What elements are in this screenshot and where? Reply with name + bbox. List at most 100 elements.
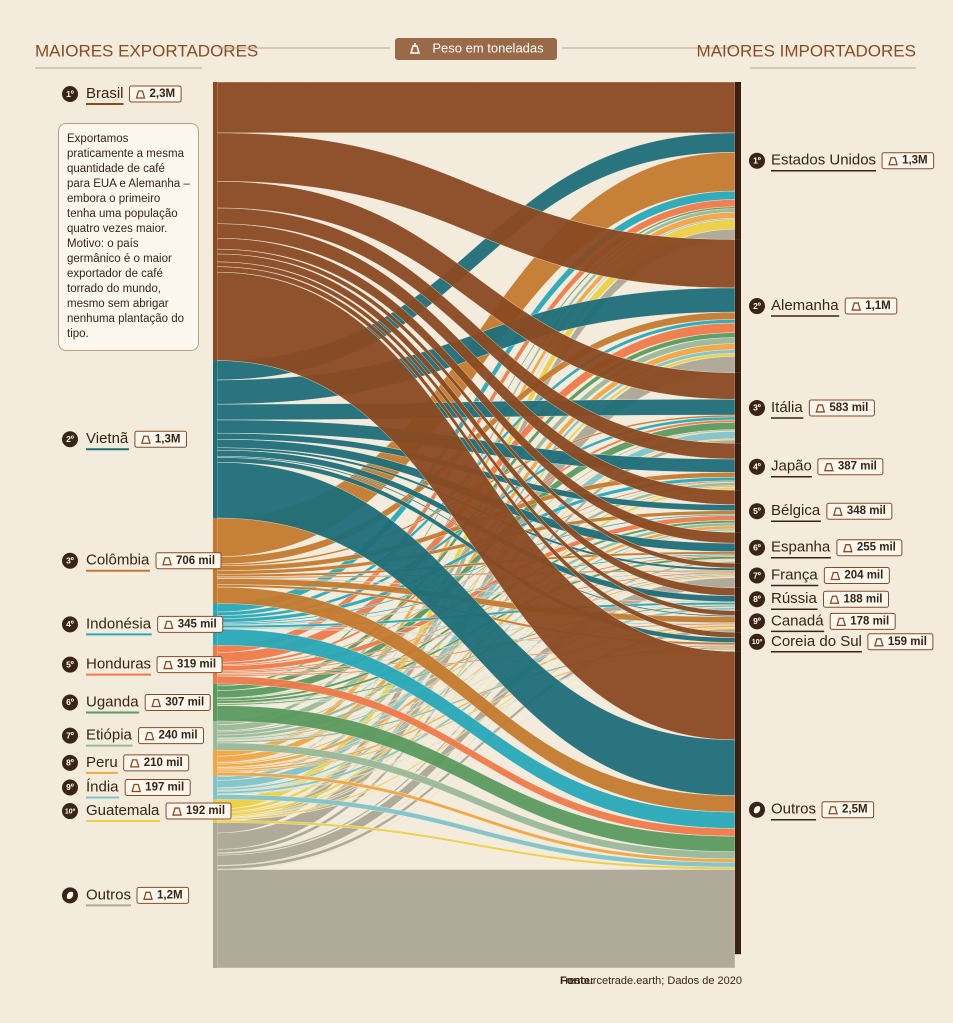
rank: 3º [66,555,74,565]
value-pill [124,778,191,796]
rank: 7º [753,570,761,580]
rank-badge [62,552,78,569]
value-label: 178 mil [850,615,889,627]
rank: 9º [66,782,74,792]
rank-badge [749,152,765,169]
rank: 8º [753,594,761,604]
exporter-name: Indonésia [86,615,152,632]
flow [216,81,736,134]
unit-pill [395,38,557,60]
rank: 8º [66,758,74,768]
value-label: 192 mil [186,805,225,817]
rank-badge [62,754,78,771]
value-label: 1,1M [865,300,891,312]
importer-node [735,82,741,240]
importer-node [735,587,741,611]
rank-badge [62,694,78,711]
rank: 6º [753,542,761,552]
value-label: 240 mil [159,730,198,742]
scale-icon [836,617,847,627]
value-pill [157,615,224,633]
importer-name: Japão [771,458,812,475]
importer-name: Bélgica [771,502,821,519]
value-pill [165,802,232,820]
rank-badge [749,591,765,608]
exporter-node [213,822,217,968]
scale-icon [888,157,898,166]
importer-node [735,239,741,373]
value-label: 210 mil [144,757,183,769]
importer-node [735,490,741,533]
other-icon [753,806,761,814]
rank: 5º [66,659,74,669]
value-label: 1,3M [155,433,181,445]
value-pill [144,693,211,711]
value-pill [138,727,205,745]
importer-node [735,372,741,444]
importer-name: Outros [771,801,816,818]
importer-name: França [771,566,818,583]
scale-icon [828,806,838,815]
value-pill [155,552,222,570]
value-label: 348 mil [847,505,886,517]
rank-badge [749,539,765,556]
importer-node [735,532,741,564]
value-label: 2,3M [150,88,176,100]
rank: 4º [66,619,74,629]
value-label: 197 mil [145,782,184,794]
value-label: 345 mil [178,618,217,630]
rank: 3º [753,403,761,413]
exporter-node [213,683,217,722]
rank-badge [749,567,765,584]
exporter-node [213,750,217,776]
importer-node [735,632,741,652]
value-label: 2,5M [842,804,868,816]
rank: 4º [753,461,761,471]
rank-badge [62,431,78,448]
flows [216,81,736,969]
rank: 9º [753,616,761,626]
scale-icon [843,544,853,553]
value-label: 706 mil [176,555,215,567]
rank-badge [62,616,78,633]
importer-node [735,610,741,633]
importer-name: Coreia do Sul [771,633,862,650]
exporter-node [213,82,217,361]
scale-icon [410,43,420,54]
scale-icon [129,759,140,768]
value-pill [808,399,875,417]
rank-badge [749,503,765,520]
importer-name: Itália [771,399,803,416]
value-pill [123,754,190,772]
value-label: 1,2M [157,889,183,901]
scale-icon [815,404,826,413]
importer-name: Canadá [771,612,824,629]
value-pill [829,612,896,630]
rank-badge [749,613,765,630]
value-label: 1,3M [902,155,928,167]
scale-icon [131,783,142,793]
scale-icon [135,90,146,99]
scale-icon [832,507,843,516]
importer-name: Estados Unidos [771,152,876,169]
rank-badge [62,803,78,820]
importer-name: Alemanha [771,297,839,314]
scale-icon [829,595,840,604]
scale-icon [163,620,174,630]
exporter-name: Outros [86,886,131,903]
annotation: Exportamos praticamente a mesma quantida… [58,123,199,351]
source: resourcetrade.earth; Dados de 2020 [565,975,742,987]
value-pill [817,458,884,476]
rank: 5º [753,506,761,516]
scale-icon [830,571,841,581]
scale-icon [172,807,182,816]
scale-icon [874,638,884,647]
scale-icon [141,435,151,444]
labels: 1º Brasil 2,3M 2º Vietnã 1,3M 3º Colômbia 706 mi… [62,85,935,907]
source-label: Fonte: [560,975,594,987]
right-title: MAIORES IMPORTADORES [697,41,916,60]
exporter-name: Honduras [86,656,151,673]
exporter-node [213,360,217,518]
